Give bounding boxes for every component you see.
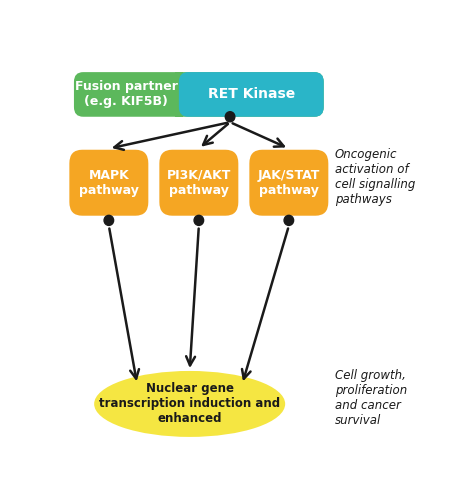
FancyBboxPatch shape xyxy=(179,72,324,117)
Text: PI3K/AKT
pathway: PI3K/AKT pathway xyxy=(167,169,231,197)
Circle shape xyxy=(225,112,235,122)
Ellipse shape xyxy=(94,371,285,437)
Text: Oncogenic
activation of
cell signalling
pathways: Oncogenic activation of cell signalling … xyxy=(335,148,415,206)
Text: JAK/STAT
pathway: JAK/STAT pathway xyxy=(258,169,320,197)
Bar xyxy=(175,72,182,117)
Text: RET Kinase: RET Kinase xyxy=(208,87,295,101)
Circle shape xyxy=(284,215,293,225)
Circle shape xyxy=(194,215,204,225)
Text: Nuclear gene
transcription induction and
enhanced: Nuclear gene transcription induction and… xyxy=(99,383,280,425)
Circle shape xyxy=(104,215,114,225)
FancyBboxPatch shape xyxy=(249,150,328,216)
Text: Fusion partner
(e.g. KIF5B): Fusion partner (e.g. KIF5B) xyxy=(75,81,178,108)
FancyBboxPatch shape xyxy=(159,150,238,216)
Text: MAPK
pathway: MAPK pathway xyxy=(79,169,139,197)
FancyBboxPatch shape xyxy=(69,150,148,216)
Text: Cell growth,
proliferation
and cancer
survival: Cell growth, proliferation and cancer su… xyxy=(335,369,407,427)
FancyBboxPatch shape xyxy=(74,72,324,117)
